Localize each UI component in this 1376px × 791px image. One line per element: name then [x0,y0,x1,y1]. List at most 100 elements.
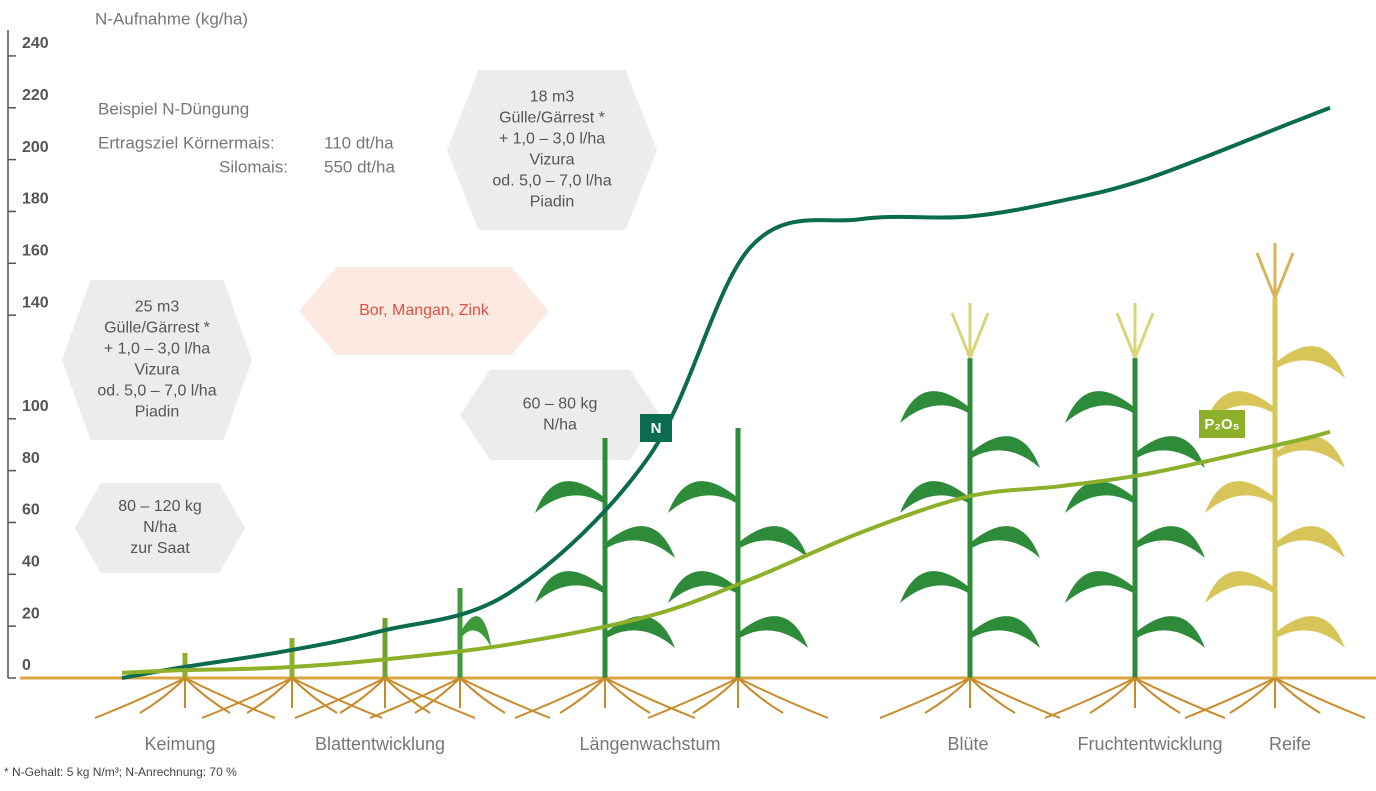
leaf [668,571,738,603]
annotation-box [62,280,252,440]
root [384,677,431,714]
annotation-text: Vizura [529,152,574,169]
root [1229,677,1276,714]
root [604,677,696,719]
root [384,677,476,719]
annotation-text: Vizura [134,362,179,379]
leaf [900,391,970,423]
leaf [1135,436,1205,468]
series-line [121,429,1331,675]
root [737,677,784,714]
leaf [970,526,1040,558]
annotation-text: Bor, Mangan, Zink [359,302,490,319]
legend-label: P₂O₅ [1204,416,1239,433]
leaf [1205,391,1275,423]
legend-swatch [1199,410,1245,438]
annotation-text: zur Saat [130,540,190,557]
x-category-label: Längenwachstum [579,734,720,754]
root [139,677,186,714]
root [459,677,551,719]
root [1134,677,1226,719]
leaf [1275,346,1345,378]
root [514,677,606,719]
root [1134,677,1181,714]
root [692,677,739,714]
leaf [1135,526,1205,558]
leaf [460,616,492,648]
tassel [950,303,990,359]
leaf [1065,391,1135,423]
leaf [1275,526,1345,558]
series-line [121,105,1331,680]
annotation-text: 18 m3 [530,89,575,106]
y-tick-label: 240 [22,35,49,52]
legend-label: N [651,420,662,437]
annotation-text: + 1,0 – 3,0 l/ha [499,131,605,148]
root [1274,677,1321,714]
example-label: Silomais: [219,157,288,176]
y-tick-label: 140 [22,294,49,311]
example-value: 110 dt/ha [324,133,394,152]
annotation-text: 80 – 120 kg [118,498,202,515]
root [969,677,1016,714]
y-tick-label: 60 [22,502,40,519]
annotation-box [75,483,245,573]
root [291,677,383,719]
root [369,677,461,719]
annotation-box [299,267,549,355]
y-tick-label: 100 [22,398,49,415]
root [1044,677,1136,719]
example-title: Beispiel N-Düngung [98,99,249,118]
root [924,677,971,714]
annotation-text: od. 5,0 – 7,0 l/ha [97,383,216,400]
leaf [970,436,1040,468]
legend-swatch [640,414,672,442]
root [246,677,293,714]
root [1274,677,1366,719]
root [291,677,338,714]
root [1089,677,1136,714]
root [201,677,293,719]
leaf [1275,436,1345,468]
example-value: 550 dt/ha [324,157,395,176]
leaf [668,481,738,513]
root [294,677,386,719]
annotation-text: + 1,0 – 3,0 l/ha [104,341,210,358]
root [339,677,386,714]
root [969,677,1061,719]
x-category-label: Blattentwicklung [315,734,445,754]
root [647,677,739,719]
root [94,677,186,719]
root [604,677,651,714]
footnote: * N-Gehalt: 5 kg N/m³; N-Anrechnung: 70 … [4,765,237,779]
y-tick-label: 0 [22,657,31,674]
example-label: Ertragsziel Körnermais: [98,133,275,152]
y-tick-label: 220 [22,87,49,104]
leaf [900,571,970,603]
y-tick-label: 200 [22,139,49,156]
root [737,677,829,719]
annotation-text: Piadin [530,194,574,211]
y-tick-label: 180 [22,191,49,208]
annotation-text: Gülle/Gärrest * [104,320,210,337]
root [559,677,606,714]
root [184,677,276,719]
x-category-label: Reife [1269,734,1311,754]
leaf [970,616,1040,648]
leaf [738,526,808,558]
tassel [1255,243,1295,299]
annotation-text: N/ha [143,519,177,536]
tassel [1115,303,1155,359]
x-category-label: Keimung [144,734,215,754]
leaf [1135,616,1205,648]
y-tick-label: 20 [22,605,40,622]
root [414,677,461,714]
annotation-text: 25 m3 [135,299,180,316]
root [459,677,506,714]
y-tick-label: 80 [22,450,40,467]
annotation-text: 60 – 80 kg [523,396,598,413]
annotation-box [447,70,657,230]
y-axis-label: N-Aufnahme (kg/ha) [95,9,248,28]
leaf [1205,571,1275,603]
leaf [1275,616,1345,648]
